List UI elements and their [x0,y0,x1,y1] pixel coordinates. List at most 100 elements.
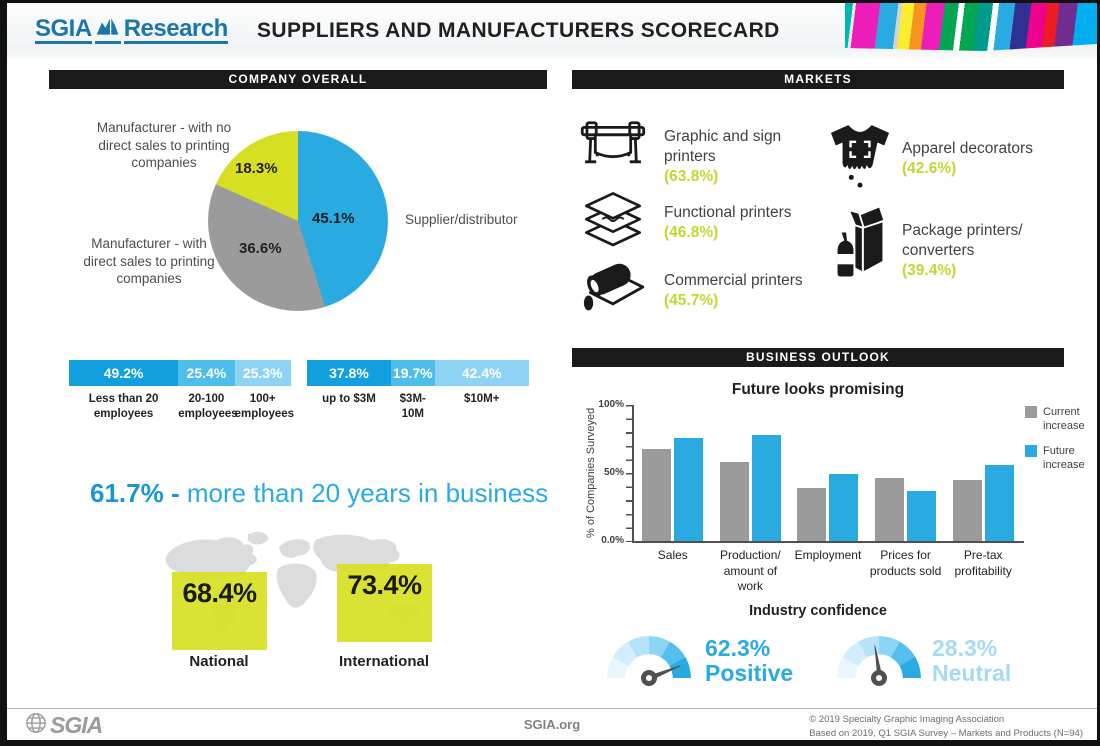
pie-value-mfr-direct: 36.6% [239,240,282,257]
revenue-size-labels: up to $3M $3M-10M $10M+ [307,392,529,422]
sgia-footer-logo: SGIA [25,712,103,739]
revenue-size-bar: 37.8% 19.7% 42.4% [307,360,529,386]
bar-group-employment [797,405,859,541]
company-pie [208,131,388,311]
category-label: Prices for products sold [869,548,942,578]
functional-printing-layers-icon [581,192,645,255]
legend-item-future: Future increase [1025,444,1095,473]
bar-group-prices [875,405,937,541]
market-item [829,123,891,200]
y-tick: 0.0% [601,535,624,546]
market-label-block: Package printers/ converters (39.4%) [902,221,1062,281]
legend-item-current: Current increase [1025,405,1095,434]
market-item [579,119,647,178]
bar-future [984,464,1014,541]
international-stat-card: 73.4% [337,564,432,642]
bar-segment: 49.2% [69,360,179,386]
bar-future [829,474,859,541]
gauge-value: 62.3% [705,635,771,661]
national-value: 68.4% [182,578,257,608]
bar-segment: 42.4% [434,360,529,386]
market-item [831,199,889,286]
y-tick: 50% [603,467,624,478]
national-stat-card: 68.4% [172,572,267,650]
bar-current [797,487,827,541]
bar-group-pretax [952,405,1014,541]
employee-size-bar: 49.2% 25.4% 25.3% [69,360,291,386]
market-item [577,259,645,322]
bar-segment-label: Less than 20 employees [88,393,159,420]
print-color-stripes-decoration [845,3,1097,51]
sgia-research-logo[interactable]: SGIA Research [35,16,228,45]
bar-future [674,437,704,541]
bar-segment-label: 20-100 employees [178,393,238,420]
pie-label-mfr-no-direct: Manufacturer - with no direct sales to p… [96,120,232,171]
gauge-label: Neutral [932,659,1012,686]
market-value: (46.8%) [664,224,719,242]
bar-segment: 25.4% [178,360,235,386]
bar-group-production [719,405,781,541]
wide-format-printer-icon [579,121,647,177]
footer-sgia-text: SGIA [50,712,103,738]
bar-future [907,490,937,541]
footer-source: Based on 2019, Q1 SGIA Survey – Markets … [809,727,1083,739]
chart-legend: Current increase Future increase [1025,405,1095,482]
bar-segment-label: 100+ employees [234,393,295,420]
market-value: (63.8%) [664,168,719,186]
bar-current [952,479,982,541]
market-label-block: Commercial printers (45.7%) [664,271,829,311]
print-roller-icon [577,263,645,321]
bar-future [751,434,781,541]
chart-category-labels: Sales Production/ amount of work Employm… [634,548,1022,595]
market-value: (45.7%) [664,292,719,310]
legend-label: Future increase [1043,444,1085,471]
section-header-company-overall: COMPANY OVERALL [49,70,547,89]
market-label-block: Functional printers (46.8%) [664,203,829,243]
gauge-positive-text: 62.3% Positive [705,636,793,686]
footer-copyright: © 2019 Specialty Graphic Imaging Associa… [809,714,1005,725]
section-header-markets: MARKETS [572,70,1064,89]
pie-label-supplier: Supplier/distributor [405,212,518,227]
logo-sgia-text: SGIA [35,16,92,45]
legend-label: Current increase [1043,406,1085,433]
y-tick: 100% [598,399,624,410]
chart-mountain-icon [94,16,121,45]
years-text: more than 20 years in business [186,478,549,508]
legend-swatch-future [1025,444,1037,457]
market-label-block: Graphic and sign printers (63.8%) [664,127,829,187]
market-label: Apparel decorators [902,140,1033,157]
tshirt-icon [829,125,891,199]
page-header: SGIA Research SUPPLIERS AND MANUFACTURER… [7,3,1097,59]
pie-label-mfr-direct: Manufacturer - with direct sales to prin… [83,236,215,287]
international-label: International [338,653,429,670]
gauge-hub-icon [641,670,657,686]
market-value: (42.6%) [902,160,957,178]
bar-group-sales [642,405,704,541]
page-footer: SGIA SGIA.org © 2019 Specialty Graphic I… [7,708,1097,740]
bar-segment: 19.7% [390,360,435,386]
gauge-label: Positive [705,659,794,686]
bar-current [642,448,672,541]
chart-bars [634,405,1022,541]
gauge-neutral [837,636,921,688]
industry-confidence-title: Industry confidence [749,603,887,619]
chart-plot-area [632,405,1024,543]
section-header-business-outlook: BUSINESS OUTLOOK [572,348,1064,367]
logo-research-text: Research [123,16,228,45]
footer-credits: © 2019 Specialty Graphic Imaging Associa… [809,713,1083,740]
chart-title: Future looks promising [731,381,905,398]
category-label: Employment [794,548,862,562]
category-label: Sales [657,548,688,562]
bar-current [875,478,905,541]
years-value: 61.7% [90,478,164,508]
market-value: (39.4%) [902,262,957,280]
years-in-business-statement: 61.7% - more than 20 years in business [90,478,548,509]
page-title: SUPPLIERS AND MANUFACTURERS SCORECARD [257,19,780,42]
market-label-block: Apparel decorators (42.6%) [902,139,1067,179]
y-axis-tick-marks [626,405,632,542]
pie-value-supplier: 45.1% [312,210,355,227]
footer-website[interactable]: SGIA.org [523,717,581,732]
bar-segment: 37.8% [307,360,391,386]
market-label: Commercial printers [664,272,803,289]
